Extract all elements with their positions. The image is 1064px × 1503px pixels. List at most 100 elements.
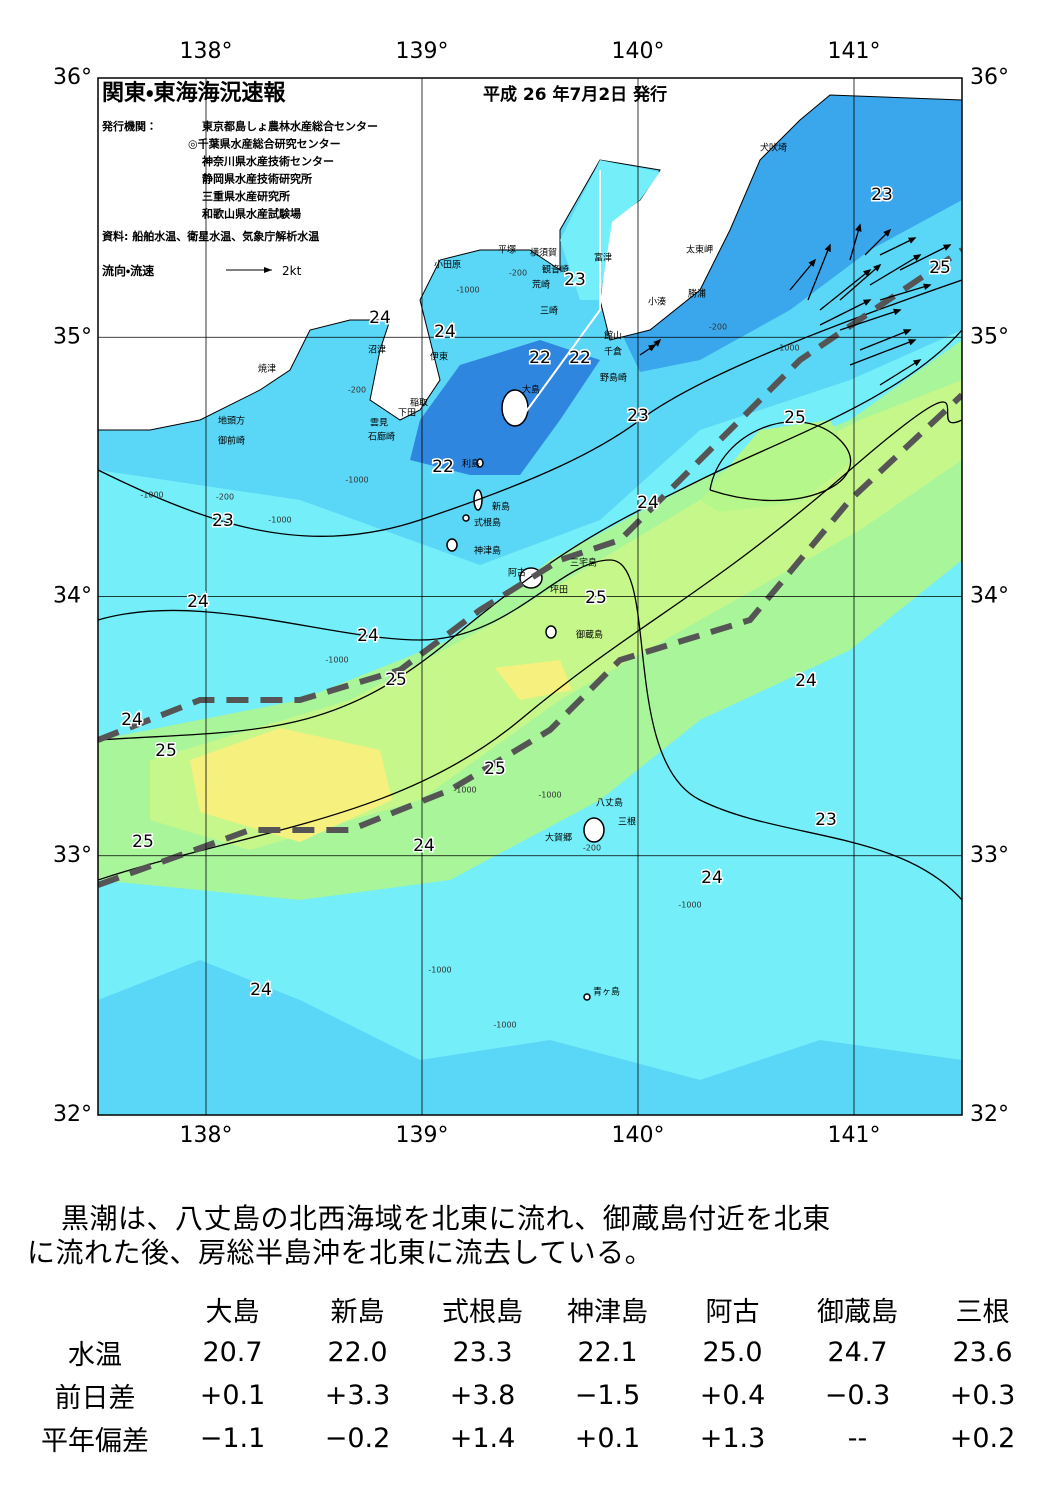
value-cell: +3.8 xyxy=(449,1380,516,1411)
value-cell: 23.3 xyxy=(452,1337,513,1368)
current-vector xyxy=(839,309,901,331)
place-label: 稲取 xyxy=(410,397,428,409)
value-cell: −0.3 xyxy=(824,1380,891,1411)
lon-label: 139° xyxy=(396,1123,449,1148)
isotherm-label: 23 xyxy=(212,511,234,531)
value-cell: +1.4 xyxy=(449,1423,516,1454)
lat-label: 33° xyxy=(53,843,92,868)
issuer: 神奈川県水産技術センター xyxy=(201,154,334,168)
value-cell: 23.6 xyxy=(952,1337,1013,1368)
isotherm-label: 22 xyxy=(569,348,591,368)
vector-head xyxy=(893,308,902,316)
isotherm-label: 25 xyxy=(585,588,607,608)
lon-label: 140° xyxy=(612,1123,665,1148)
current-vector xyxy=(899,244,951,271)
depth-label: -1000 xyxy=(140,491,163,500)
depth-label: -1000 xyxy=(268,516,291,525)
vector-head xyxy=(908,339,917,346)
current-vector xyxy=(789,259,816,291)
depth-label: -200 xyxy=(348,386,366,395)
legend-label: 流向・流速 xyxy=(102,263,154,278)
isotherm-label: 25 xyxy=(929,258,951,278)
legend-arrowhead xyxy=(264,267,272,273)
isotherm-labels: 23 25 23 24 24 22 22 23 25 22 24 23 24 24 25 25 24 24 25 25… xyxy=(120,184,953,1002)
depth-label: -1000 xyxy=(678,901,701,910)
islands xyxy=(446,389,605,1001)
value-cell: -- xyxy=(847,1423,868,1454)
current-vectors xyxy=(639,223,952,386)
place-label: 焼津 xyxy=(258,364,276,375)
data-row: 前日差 +0.1 +3.3 +3.8 −1.5 +0.4 −0.3 +0.3 xyxy=(20,1374,1045,1417)
value-cell: +0.1 xyxy=(199,1380,266,1411)
map: 関東・東海海況速報 平成 26 年7月2日 発行 発行機関： 資料: 船舶水温、… xyxy=(53,39,1009,1148)
data-row: 水温 20.7 22.0 23.3 22.1 25.0 24.7 23.6 xyxy=(20,1331,1045,1374)
place-label: 小湊 xyxy=(648,296,666,308)
place-label: 横須賀 xyxy=(530,247,557,259)
place-label: 雲見 xyxy=(370,418,388,429)
header-row: 大島 新島 式根島 神津島 阿古 御蔵島 三根 xyxy=(20,1288,1045,1331)
vector-head xyxy=(883,228,892,237)
depth-label: -200 xyxy=(509,269,527,278)
current-vector xyxy=(849,339,916,366)
value-cell: +1.3 xyxy=(699,1423,766,1454)
depth-label: -1000 xyxy=(345,476,368,485)
column-header: 大島 xyxy=(205,1297,260,1328)
lon-label: 139° xyxy=(396,39,449,64)
issuer: 東京都島しょ農林水産総合センター xyxy=(202,119,378,133)
place-label: 野島崎 xyxy=(600,372,627,384)
place-label: 小田原 xyxy=(434,260,461,271)
water xyxy=(190,728,392,842)
lon-label: 138° xyxy=(180,39,233,64)
place-label: 三崎 xyxy=(540,305,558,317)
lat-label: 36° xyxy=(970,65,1009,90)
vector-head xyxy=(903,329,912,336)
vector-head xyxy=(808,258,817,267)
vector-head xyxy=(873,263,882,272)
depth-label: -1000 xyxy=(456,286,479,295)
issue-date: 平成 26 年7月2日 発行 xyxy=(483,84,667,105)
column-header: 御蔵島 xyxy=(817,1297,898,1328)
value-cell: +0.3 xyxy=(949,1380,1016,1411)
vector-head xyxy=(862,299,872,306)
depth-label: -1000 xyxy=(538,791,561,800)
vector-head xyxy=(912,254,922,262)
bay xyxy=(560,160,660,300)
row-label: 水温 xyxy=(68,1340,122,1371)
issuer: ◎千葉県水産総合研究センター xyxy=(188,137,341,151)
value-cell: 22.1 xyxy=(577,1337,638,1368)
depth-label: -1000 xyxy=(325,656,348,665)
isotherm-label: 24 xyxy=(369,308,391,328)
isotherm-label: 24 xyxy=(250,980,272,1000)
place-label: 大島 xyxy=(522,384,540,396)
lat-label: 34° xyxy=(53,584,92,609)
place-label: 石廊崎 xyxy=(368,431,395,443)
isotherm-label: 25 xyxy=(484,759,506,779)
isotherm-label: 23 xyxy=(815,810,837,830)
place-label: 犬吠埼 xyxy=(760,142,787,154)
summary-line: に流れた後、房総半島沖を北東に流去している。 xyxy=(27,1236,654,1269)
issuer: 静岡県水産技術研究所 xyxy=(202,172,312,186)
place-label: 富津 xyxy=(594,252,612,264)
current-vector xyxy=(879,359,921,386)
isotherm-label: 23 xyxy=(564,270,586,290)
vector-head xyxy=(913,359,922,367)
value-cell: 25.0 xyxy=(702,1337,763,1368)
row-label: 平年偏差 xyxy=(41,1426,149,1457)
place-label: 沼津 xyxy=(368,345,386,356)
isotherm-label: 24 xyxy=(187,592,209,612)
place-label: 太東岬 xyxy=(686,244,713,256)
value-cell: 24.7 xyxy=(827,1337,888,1368)
depth-label: -1000 xyxy=(453,786,476,795)
place-label: 御前崎 xyxy=(218,435,245,447)
lat-label: 34° xyxy=(970,584,1009,609)
column-header: 新島 xyxy=(330,1297,385,1328)
place-label: 伊東 xyxy=(430,351,448,363)
vector-head xyxy=(855,223,862,232)
place-label: 館山 xyxy=(604,330,622,342)
place-label: 利島 xyxy=(462,458,480,470)
place-label: 下田 xyxy=(398,408,416,419)
legend-speed: 2kt xyxy=(282,264,302,278)
place-label: 式根島 xyxy=(474,517,501,529)
